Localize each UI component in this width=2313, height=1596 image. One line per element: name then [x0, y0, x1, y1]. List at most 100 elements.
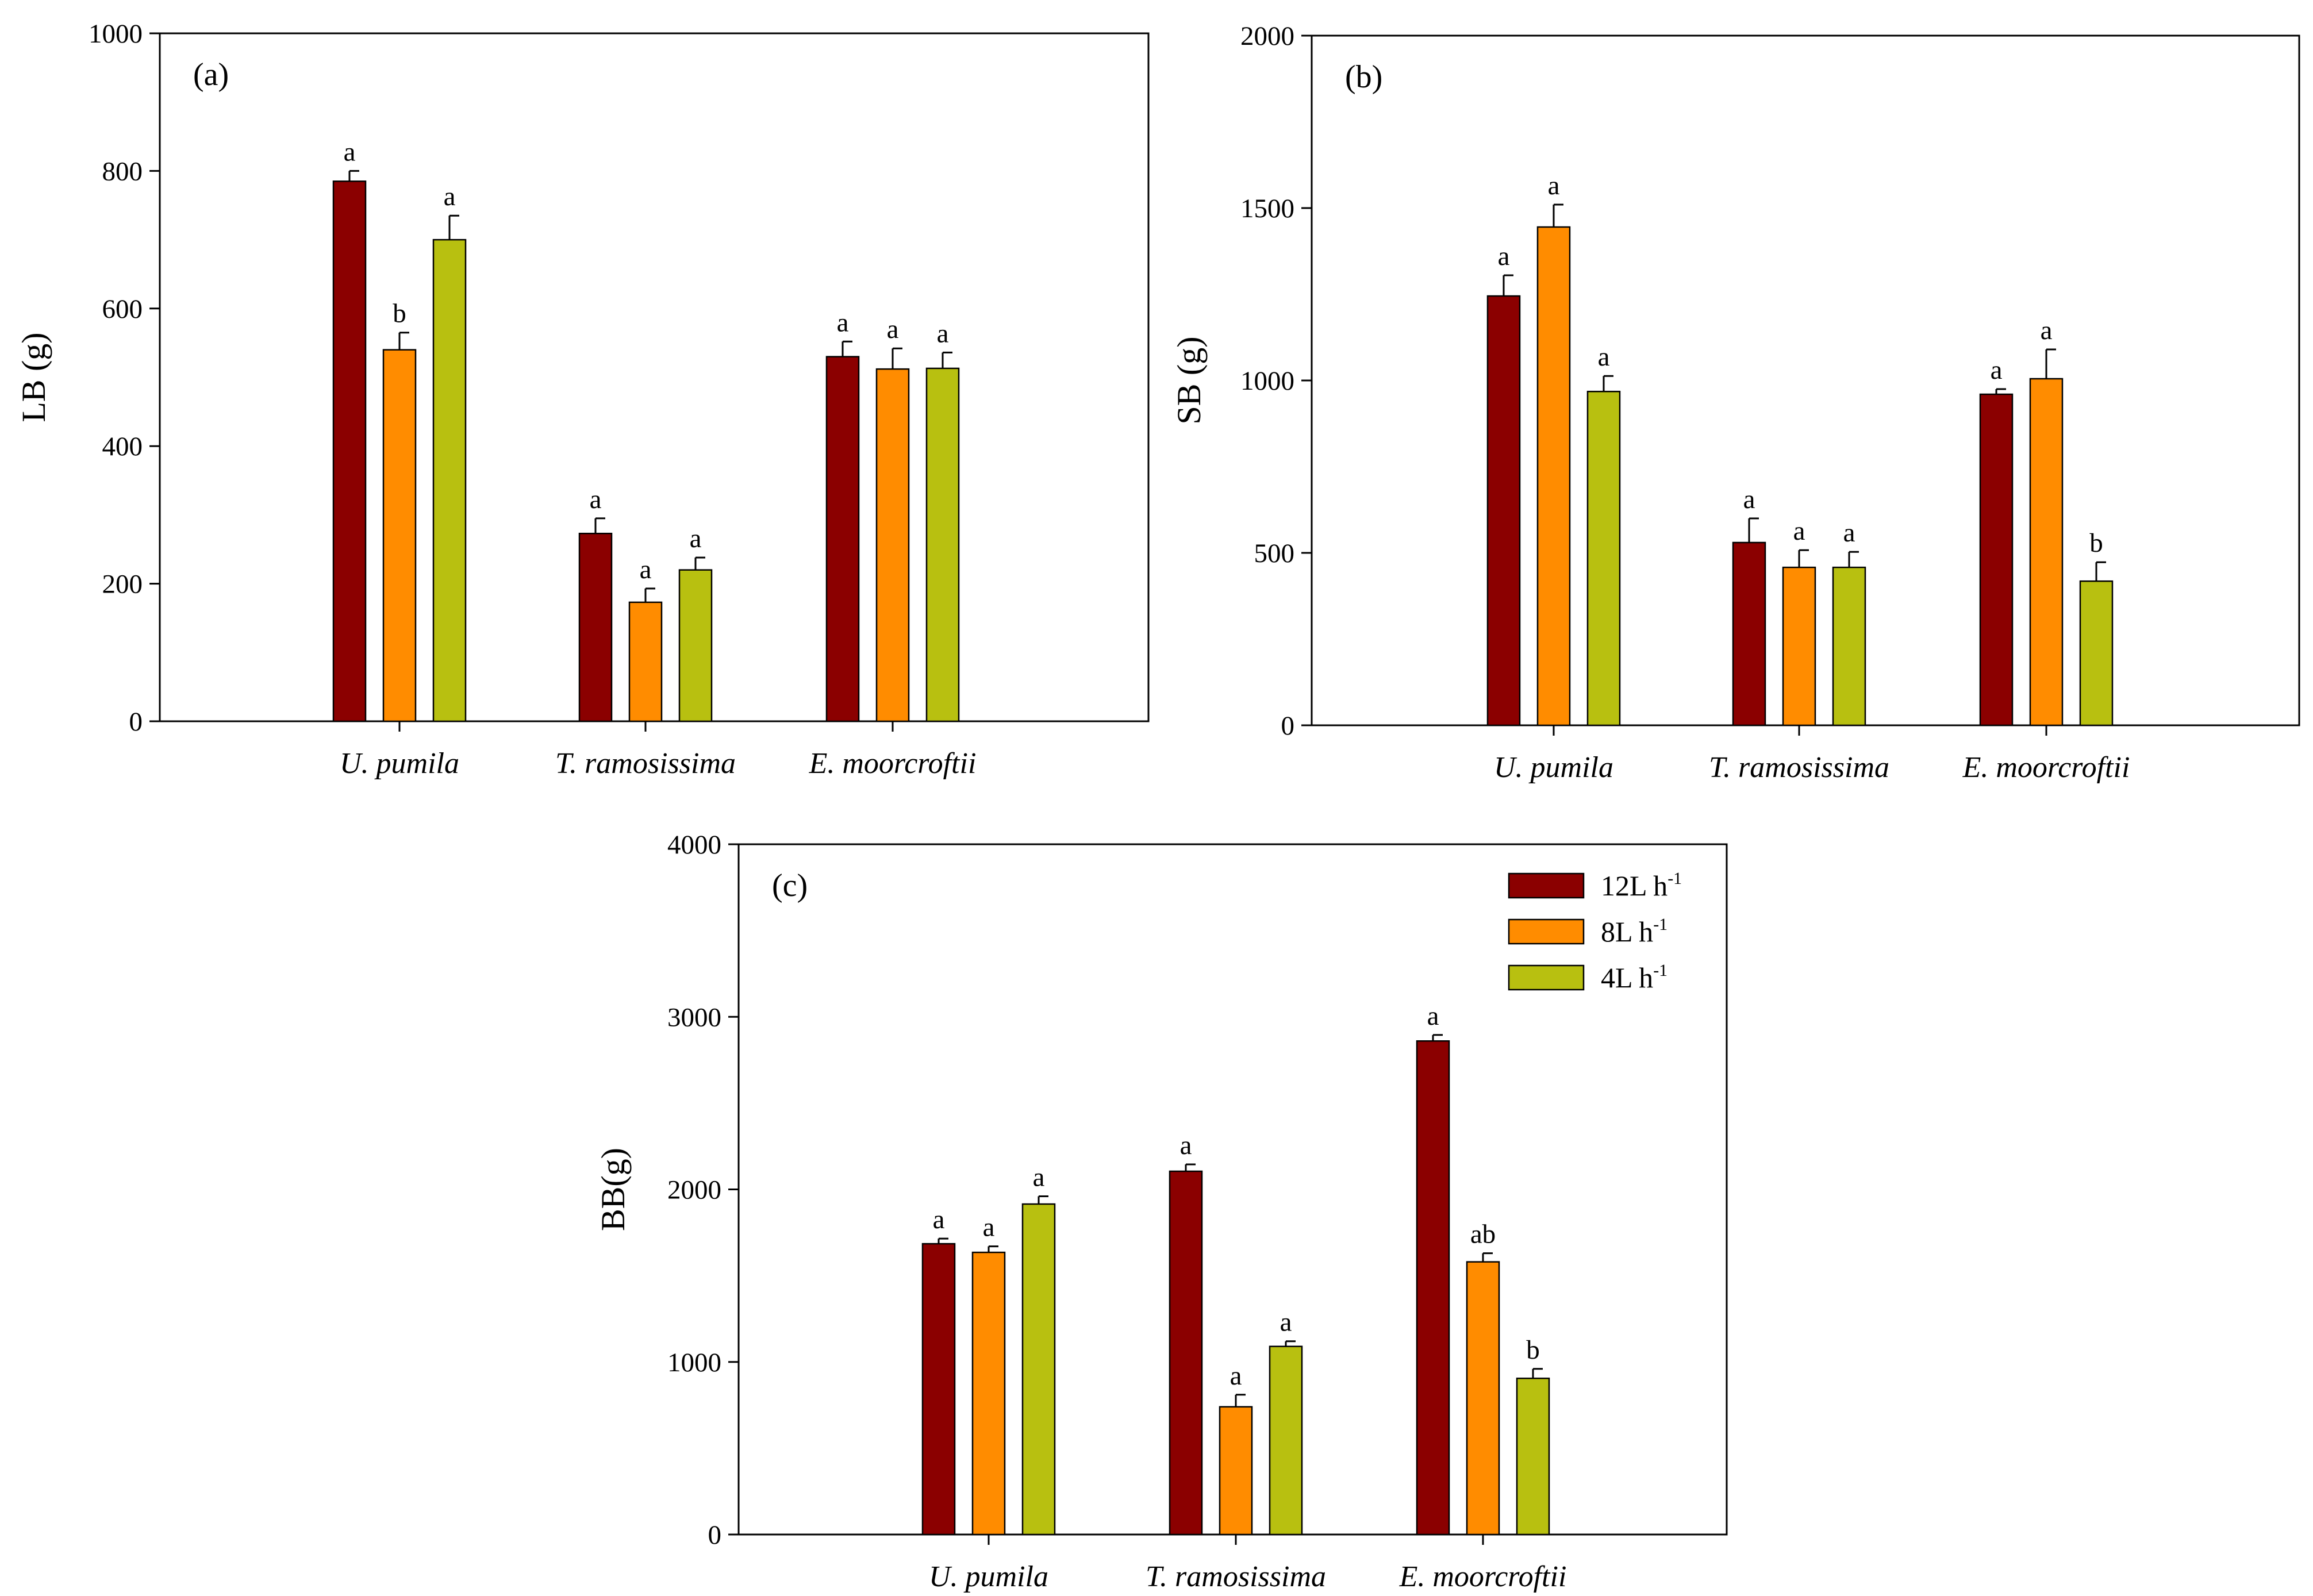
- legend-label-base: 4L h: [1601, 962, 1653, 994]
- y-tick-label: 1000: [667, 1348, 721, 1378]
- bar: [332, 180, 367, 722]
- significance-letter: a: [837, 307, 849, 337]
- bar: [432, 239, 467, 722]
- x-category-label: E. moorcroftii: [809, 747, 977, 780]
- y-tick-label: 0: [129, 707, 143, 737]
- bar: [1269, 1345, 1303, 1536]
- legend-label-base: 8L h: [1601, 916, 1653, 948]
- bar: [1782, 566, 1816, 726]
- y-tick-label: 0: [1281, 711, 1295, 741]
- y-tick-label: 600: [102, 294, 143, 324]
- significance-letter: a: [1743, 484, 1755, 514]
- x-category-label: T. ramosissima: [1709, 751, 1889, 784]
- legend-swatch: [1508, 872, 1585, 899]
- x-category-label: U. pumila: [1494, 751, 1613, 784]
- y-tick-label: 800: [102, 156, 143, 186]
- bar: [1516, 1378, 1550, 1536]
- bar: [1466, 1261, 1500, 1536]
- significance-letter: a: [1843, 518, 1855, 548]
- significance-letter: b: [393, 299, 406, 329]
- panel-label: (b): [1345, 59, 1382, 95]
- y-tick-label: 1500: [1240, 194, 1294, 224]
- legend-label: 4L h-1: [1601, 961, 1667, 994]
- significance-letter: a: [1033, 1163, 1045, 1193]
- y-tick-label: 1000: [1240, 366, 1294, 396]
- significance-letter: a: [344, 137, 356, 167]
- bar: [1219, 1406, 1253, 1536]
- panel-label: (a): [193, 57, 229, 93]
- bar: [382, 349, 417, 722]
- significance-letter: a: [690, 524, 702, 553]
- y-tick-label: 200: [102, 570, 143, 599]
- y-tick-label: 0: [708, 1520, 722, 1550]
- significance-letter: a: [1230, 1361, 1242, 1391]
- bar: [1832, 566, 1866, 726]
- x-category-label: U. pumila: [929, 1560, 1048, 1593]
- legend-label-base: 12L h: [1601, 870, 1667, 902]
- bar: [921, 1243, 956, 1536]
- y-axis-title: BB(g): [594, 1148, 632, 1231]
- bar: [825, 356, 860, 722]
- legend-swatch: [1508, 964, 1585, 991]
- significance-letter: a: [1180, 1130, 1192, 1160]
- significance-letter: a: [1793, 516, 1805, 546]
- chart-panel-a: 0 200 400 600 800 1000 LB (g) (a) U. pumila a b a T.…: [15, 19, 1150, 780]
- y-tick-label: 400: [102, 432, 143, 462]
- bar: [1486, 295, 1521, 726]
- significance-letter: b: [2089, 528, 2103, 558]
- bar: [875, 368, 910, 722]
- significance-letter: a: [2041, 316, 2053, 345]
- y-tick-label: 1000: [89, 19, 143, 49]
- bar: [2029, 378, 2064, 726]
- significance-letter: a: [444, 182, 456, 211]
- bar: [971, 1251, 1006, 1536]
- bar: [1979, 393, 2014, 726]
- bar: [2079, 580, 2114, 726]
- significance-letter: ab: [1470, 1220, 1496, 1249]
- bar: [1732, 541, 1766, 726]
- significance-letter: a: [1991, 355, 2003, 385]
- bar: [628, 601, 663, 722]
- x-category-label: E. moorcroftii: [1399, 1560, 1567, 1593]
- bar: [578, 532, 613, 722]
- legend-label: 12L h-1: [1601, 869, 1682, 902]
- significance-letter: a: [640, 555, 652, 584]
- significance-letter: b: [1526, 1335, 1540, 1365]
- panel-label: (c): [772, 868, 808, 903]
- legend-label: 8L h-1: [1601, 915, 1667, 948]
- legend-swatch: [1508, 918, 1585, 945]
- y-tick-label: 2000: [667, 1175, 721, 1205]
- y-axis-title: LB (g): [15, 332, 52, 422]
- chart-panel-c: 0 1000 2000 3000 4000 BB(g) (c) U. pumila a a a T. …: [594, 830, 1728, 1593]
- y-tick-label: 500: [1254, 539, 1295, 568]
- bar: [1021, 1203, 1056, 1536]
- bar: [1586, 390, 1621, 726]
- significance-letter: a: [1427, 1001, 1439, 1031]
- x-category-label: T. ramosissima: [1146, 1560, 1326, 1593]
- significance-letter: a: [590, 484, 602, 514]
- significance-letter: a: [1598, 342, 1610, 372]
- bar: [1536, 226, 1571, 726]
- chart-panel-b: 0 500 1000 1500 2000 SB (g) (b) U. pumila a a a T. …: [1170, 21, 2300, 784]
- legend: 12L h-18L h-14L h-1: [1508, 869, 1682, 994]
- bar: [1416, 1040, 1450, 1536]
- bar: [1169, 1170, 1203, 1536]
- bar: [678, 569, 713, 722]
- x-category-label: T. ramosissima: [555, 747, 736, 780]
- bar: [925, 367, 960, 722]
- y-axis-title: SB (g): [1170, 336, 1208, 424]
- significance-letter: a: [1498, 241, 1510, 271]
- x-category-label: U. pumila: [340, 747, 459, 780]
- legend-label-sup: -1: [1653, 961, 1667, 980]
- x-category-label: E. moorcroftii: [1962, 751, 2130, 784]
- significance-letter: a: [983, 1213, 995, 1243]
- legend-label-sup: -1: [1667, 869, 1682, 888]
- significance-letter: a: [937, 318, 949, 348]
- legend-label-sup: -1: [1653, 915, 1667, 934]
- y-tick-label: 4000: [667, 830, 721, 860]
- significance-letter: a: [1280, 1307, 1292, 1337]
- y-tick-label: 2000: [1240, 21, 1294, 51]
- significance-letter: a: [1548, 171, 1560, 201]
- significance-letter: a: [887, 314, 899, 344]
